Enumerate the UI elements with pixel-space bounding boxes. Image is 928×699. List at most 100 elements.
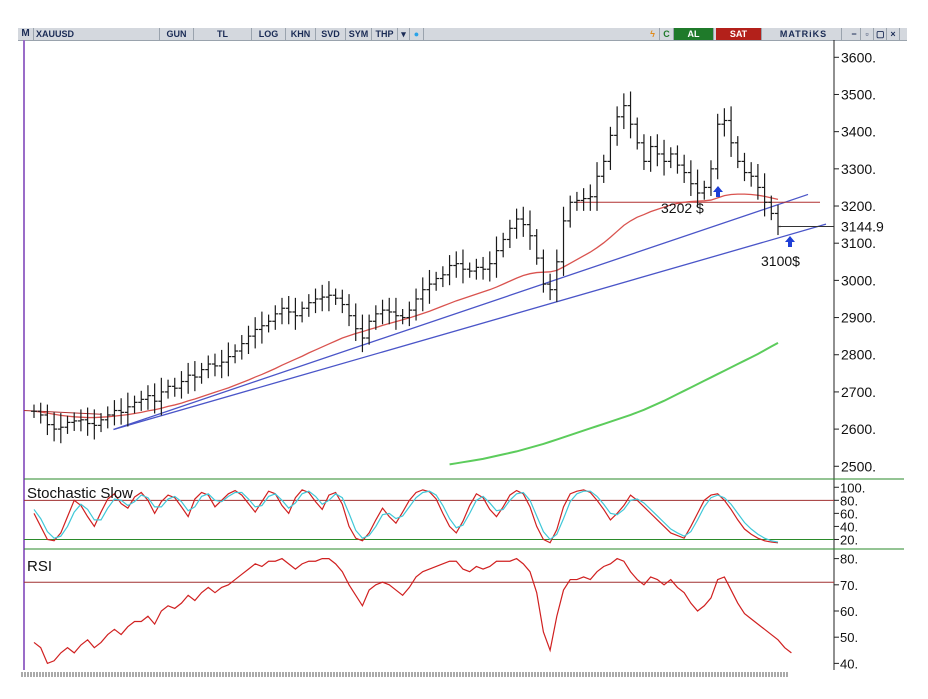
price-bar xyxy=(272,305,279,330)
rsi-line xyxy=(33,557,792,665)
price-bar xyxy=(218,349,225,379)
price-bar xyxy=(500,232,507,258)
price-tick-label: 3500. xyxy=(841,86,876,102)
svd-button[interactable]: SVD xyxy=(316,28,346,40)
price-bar xyxy=(238,335,245,360)
price-bar xyxy=(446,255,453,286)
dropdown-arrow-icon[interactable]: ▾ xyxy=(398,28,410,40)
maximize-icon[interactable]: ▢ xyxy=(874,28,887,40)
rsi-tick-label: 70. xyxy=(840,578,858,593)
price-bar xyxy=(392,297,399,330)
price-bar xyxy=(91,409,98,440)
price-bar xyxy=(305,294,312,317)
price-bar xyxy=(37,402,44,424)
price-bar xyxy=(701,180,708,200)
price-bar xyxy=(131,395,138,414)
price-bar xyxy=(191,361,198,392)
price-bar xyxy=(560,206,567,276)
price-bar xyxy=(57,413,64,444)
price-bar xyxy=(640,134,647,170)
price-bar xyxy=(573,191,580,211)
panel-frames xyxy=(23,40,904,670)
stochastic-d-line xyxy=(33,490,779,543)
flash-icon[interactable]: ϟ xyxy=(646,28,660,40)
price-bar xyxy=(359,314,366,353)
price-bar xyxy=(480,256,487,280)
price-bar xyxy=(533,229,540,265)
price-bar xyxy=(44,404,51,436)
price-bar xyxy=(225,342,232,377)
moving-average-short-line xyxy=(33,193,779,419)
rsi-title: RSI xyxy=(27,558,52,575)
price-bar xyxy=(453,251,460,278)
symbol-selector[interactable]: XAUUSD xyxy=(34,28,160,40)
price-bar xyxy=(761,173,768,217)
price-bar xyxy=(775,204,781,236)
price-bar xyxy=(406,301,413,327)
price-bar xyxy=(77,409,84,432)
price-bar xyxy=(64,415,71,434)
price-bar xyxy=(513,208,520,239)
last-price-box xyxy=(835,218,915,235)
buy-button[interactable]: AL xyxy=(674,28,714,40)
price-bar xyxy=(768,195,775,221)
price-bar xyxy=(714,113,721,180)
price-bar xyxy=(721,108,728,137)
price-bar xyxy=(124,392,131,427)
price-bar xyxy=(600,154,607,183)
rsi-panel: 80. 70. 60. 50. 40. RSI xyxy=(24,552,858,671)
thp-button[interactable]: THP xyxy=(372,28,398,40)
price-bar xyxy=(118,398,125,425)
brand-label: MATRiKS xyxy=(766,28,842,40)
price-tick-label: 3000. xyxy=(841,272,876,288)
price-bar xyxy=(386,297,393,325)
price-bar xyxy=(547,273,554,301)
price-tick-label: 2700. xyxy=(841,384,876,400)
trendline xyxy=(113,193,809,431)
price-bar xyxy=(211,353,218,377)
stochastic-tick-label: 100. xyxy=(840,480,865,495)
price-bar xyxy=(674,145,681,174)
price-bar xyxy=(366,314,373,345)
restore-icon[interactable]: ▫ xyxy=(861,28,874,40)
price-bar xyxy=(138,390,145,411)
annotation-label: 3100$ xyxy=(761,253,800,269)
price-bar xyxy=(661,139,668,176)
price-bar xyxy=(372,305,379,330)
price-bar xyxy=(654,134,661,167)
log-scale-button[interactable]: LOG xyxy=(252,28,286,40)
khn-button[interactable]: KHN xyxy=(286,28,316,40)
price-bar xyxy=(439,266,446,288)
price-bar xyxy=(667,147,674,169)
refresh-icon[interactable]: C xyxy=(660,28,674,40)
period-day-button[interactable]: GUN xyxy=(160,28,194,40)
price-bar xyxy=(312,288,319,314)
price-tick-label: 3300. xyxy=(841,161,876,177)
price-bar xyxy=(339,289,346,314)
sell-button[interactable]: SAT xyxy=(716,28,762,40)
chart-toolbar: M XAUUSD GUN TL LOG KHN SVD SYM THP ▾ ● … xyxy=(18,28,907,41)
price-bar xyxy=(707,160,714,196)
twitter-bird-icon[interactable]: ● xyxy=(410,28,424,40)
price-bar xyxy=(332,288,339,305)
close-icon[interactable]: × xyxy=(887,28,900,40)
price-bar xyxy=(694,169,701,208)
currency-tl-button[interactable]: TL xyxy=(194,28,252,40)
left-level-line xyxy=(23,410,102,415)
price-bar xyxy=(292,297,299,330)
price-bar xyxy=(647,136,654,172)
sym-button[interactable]: SYM xyxy=(346,28,372,40)
price-bar xyxy=(413,288,420,321)
price-bar xyxy=(419,277,426,312)
price-bar xyxy=(31,404,37,418)
price-bar xyxy=(185,362,192,394)
price-tick-label: 3400. xyxy=(841,124,876,140)
price-bar xyxy=(144,385,151,410)
price-tick-label: 2500. xyxy=(841,458,876,474)
price-bar xyxy=(158,377,165,416)
minimize-icon[interactable]: − xyxy=(848,28,861,40)
stochastic-k-line xyxy=(33,489,779,544)
price-bar xyxy=(104,406,111,429)
logo-button[interactable]: M xyxy=(18,28,34,40)
